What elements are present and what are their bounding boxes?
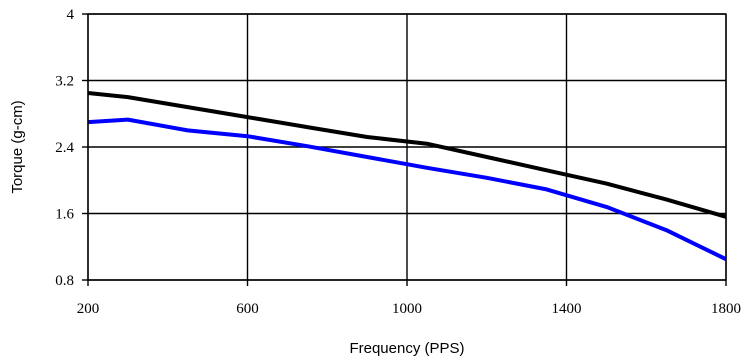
series-line-0 [87,91,727,219]
x-tick-label: 200 [77,301,100,317]
series-layer [87,91,727,261]
y-tick-label: 0.8 [55,273,74,289]
y-tick-label: 2.4 [55,140,74,156]
series-line-1 [87,117,727,261]
x-axis-label: Frequency (PPS) [349,340,464,357]
y-axis-label: Torque (g-cm) [9,100,26,193]
grid [87,13,727,281]
x-tick-label: 1000 [392,301,422,317]
x-tick-label: 1400 [552,301,582,317]
y-tick-labels: 0.8 1.6 2.4 3.2 4 [55,7,88,289]
y-tick-label: 4 [67,7,75,23]
y-tick-label: 1.6 [55,207,74,223]
x-tick-label: 1800 [711,301,741,317]
y-tick-label: 3.2 [55,74,74,90]
x-tick-label: 600 [236,301,259,317]
x-tick-labels: 200 600 1000 1400 1800 [77,280,741,317]
